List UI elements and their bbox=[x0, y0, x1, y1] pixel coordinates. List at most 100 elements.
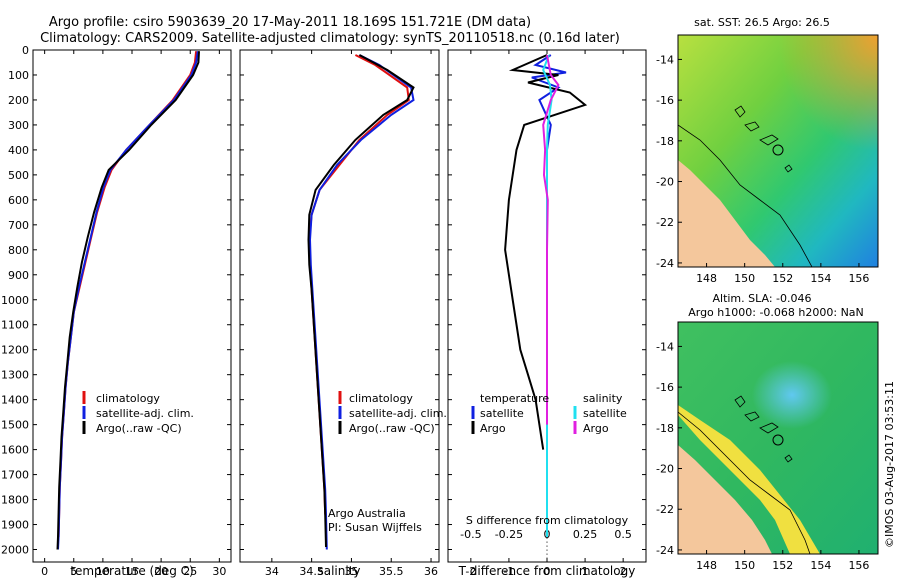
series-line-satellite-adj-clim- bbox=[57, 51, 199, 550]
reef-outlines bbox=[734, 105, 793, 173]
series-line-argo-raw-qc- bbox=[56, 51, 200, 550]
x-tick-label: -2 bbox=[465, 565, 476, 578]
argo-location-marker bbox=[772, 434, 784, 446]
sla-land bbox=[678, 445, 772, 554]
difference-legend: temperature satellite Argo salinity sate… bbox=[466, 392, 629, 527]
depth-tick-label: 500 bbox=[8, 169, 29, 182]
map-y-tick-label: -24 bbox=[656, 544, 674, 557]
series-line-climatology bbox=[308, 54, 410, 515]
depth-tick-label: 1800 bbox=[1, 494, 29, 507]
series-line-climatology bbox=[57, 51, 198, 538]
map-y-tick-label: -16 bbox=[656, 94, 674, 107]
x-tick-label: 5 bbox=[70, 565, 77, 578]
legend-label-argo: Argo(..raw -QC) bbox=[96, 422, 182, 435]
t-difference-axis-label: T difference from climatology bbox=[458, 564, 636, 578]
axes-layer: 0100200300400500600700800900100011001200… bbox=[1, 44, 646, 578]
depth-tick-label: 1500 bbox=[1, 419, 29, 432]
sla-map-frame bbox=[677, 321, 879, 555]
reef-outlines bbox=[734, 395, 793, 463]
map-y-tick-label: -20 bbox=[656, 176, 674, 189]
series-line-argo-raw-qc- bbox=[307, 54, 415, 548]
legend-label-climatology: climatology bbox=[96, 392, 160, 405]
argo-location-marker bbox=[772, 144, 784, 156]
temperature-legend: climatology satellite-adj. clim. Argo(..… bbox=[82, 391, 194, 435]
map-x-tick-label: 154 bbox=[810, 559, 831, 572]
sla-shelf-contour bbox=[678, 411, 811, 554]
map-x-tick-label: 152 bbox=[772, 272, 793, 285]
s-tick-label: -0.25 bbox=[495, 528, 523, 541]
map-x-tick-label: 150 bbox=[734, 559, 755, 572]
x-tick-label: 0 bbox=[544, 565, 551, 578]
legend-label-s-satellite: satellite bbox=[583, 407, 627, 420]
depth-tick-label: 1600 bbox=[1, 444, 29, 457]
temperature-axis-label: temperature (deg C) bbox=[70, 564, 193, 578]
depth-tick-label: 100 bbox=[8, 69, 29, 82]
series-line-satellite-adj-clim- bbox=[308, 54, 415, 550]
x-tick-label: 35.5 bbox=[379, 565, 404, 578]
depth-tick-label: 300 bbox=[8, 119, 29, 132]
x-tick-label: 36 bbox=[424, 565, 438, 578]
sla-map-title-line1: Altim. SLA: -0.046 bbox=[712, 292, 811, 305]
x-tick-label: 20 bbox=[154, 565, 168, 578]
legend-title-temperature: temperature bbox=[480, 392, 549, 405]
map-y-tick-label: -24 bbox=[656, 257, 674, 270]
sst-map-title: sat. SST: 26.5 Argo: 26.5 bbox=[694, 16, 830, 29]
map-y-tick-label: -14 bbox=[656, 53, 674, 66]
salinity-axis-label: salinity bbox=[317, 564, 360, 578]
imos-credit: ©IMOS 03-Aug-2017 03:53:11 bbox=[883, 381, 896, 548]
x-tick-label: 10 bbox=[96, 565, 110, 578]
s-tick-label: 0.5 bbox=[614, 528, 632, 541]
map-y-tick-label: -18 bbox=[656, 422, 674, 435]
temperature-panel-frame bbox=[32, 49, 232, 563]
sst-shelf-contour bbox=[678, 124, 813, 267]
sst-map-frame bbox=[677, 34, 879, 268]
sst-map: sat. SST: 26.5 Argo: 26.5 148 150 152 154 15… bbox=[656, 16, 879, 285]
map-x-tick-label: 152 bbox=[772, 559, 793, 572]
x-tick-label: 0 bbox=[41, 565, 48, 578]
sst-land bbox=[678, 160, 775, 267]
annotation-pi: PI: Susan Wijffels bbox=[328, 521, 422, 534]
x-tick-label: 34 bbox=[265, 565, 279, 578]
depth-tick-label: 1300 bbox=[1, 369, 29, 382]
s-tick-label: 0.25 bbox=[573, 528, 598, 541]
depth-tick-label: 1200 bbox=[1, 344, 29, 357]
legend-label-t-satellite: satellite bbox=[480, 407, 524, 420]
depth-tick-label: 400 bbox=[8, 144, 29, 157]
depth-tick-label: 0 bbox=[22, 44, 29, 57]
sla-map-title-line2: Argo h1000: -0.068 h2000: NaN bbox=[688, 306, 864, 319]
x-tick-label: 35 bbox=[344, 565, 358, 578]
legend-label-t-argo: Argo bbox=[480, 422, 506, 435]
x-tick-label: -1 bbox=[503, 565, 514, 578]
depth-tick-label: 600 bbox=[8, 194, 29, 207]
depth-tick-label: 800 bbox=[8, 244, 29, 257]
depth-tick-label: 1400 bbox=[1, 394, 29, 407]
depth-tick-label: 1900 bbox=[1, 519, 29, 532]
s-difference-axis-label: S difference from climatology bbox=[466, 514, 629, 527]
legend-label-s-argo: Argo bbox=[583, 422, 609, 435]
depth-tick-label: 1000 bbox=[1, 294, 29, 307]
figure-title-line2: Climatology: CARS2009. Satellite-adjuste… bbox=[40, 31, 620, 46]
figure-title-line1: Argo profile: csiro 5903639_20 17-May-20… bbox=[49, 15, 531, 30]
salinity-panel-frame bbox=[239, 49, 440, 563]
map-x-tick-label: 156 bbox=[848, 559, 869, 572]
map-x-tick-label: 154 bbox=[810, 272, 831, 285]
x-tick-label: 30 bbox=[212, 565, 226, 578]
legend-label-satellite: satellite-adj. clim. bbox=[96, 407, 194, 420]
depth-tick-label: 1100 bbox=[1, 319, 29, 332]
sla-high-patch bbox=[752, 361, 832, 429]
salinity-legend: climatology satellite-adj. clim. Argo(..… bbox=[328, 391, 447, 534]
series-line-t-argo bbox=[504, 54, 588, 450]
map-y-tick-label: -16 bbox=[656, 381, 674, 394]
depth-tick-label: 1700 bbox=[1, 469, 29, 482]
map-y-tick-label: -18 bbox=[656, 135, 674, 148]
x-tick-label: 2 bbox=[620, 565, 627, 578]
legend-label-argo: Argo(..raw -QC) bbox=[349, 422, 435, 435]
depth-tick-label: 2000 bbox=[1, 544, 29, 557]
depth-tick-label: 200 bbox=[8, 94, 29, 107]
s-tick-label: -0.5 bbox=[460, 528, 481, 541]
sla-map: Altim. SLA: -0.046 Argo h1000: -0.068 h2… bbox=[656, 292, 879, 572]
map-x-tick-label: 148 bbox=[696, 272, 717, 285]
series-layer bbox=[56, 51, 588, 550]
x-tick-label: 25 bbox=[183, 565, 197, 578]
